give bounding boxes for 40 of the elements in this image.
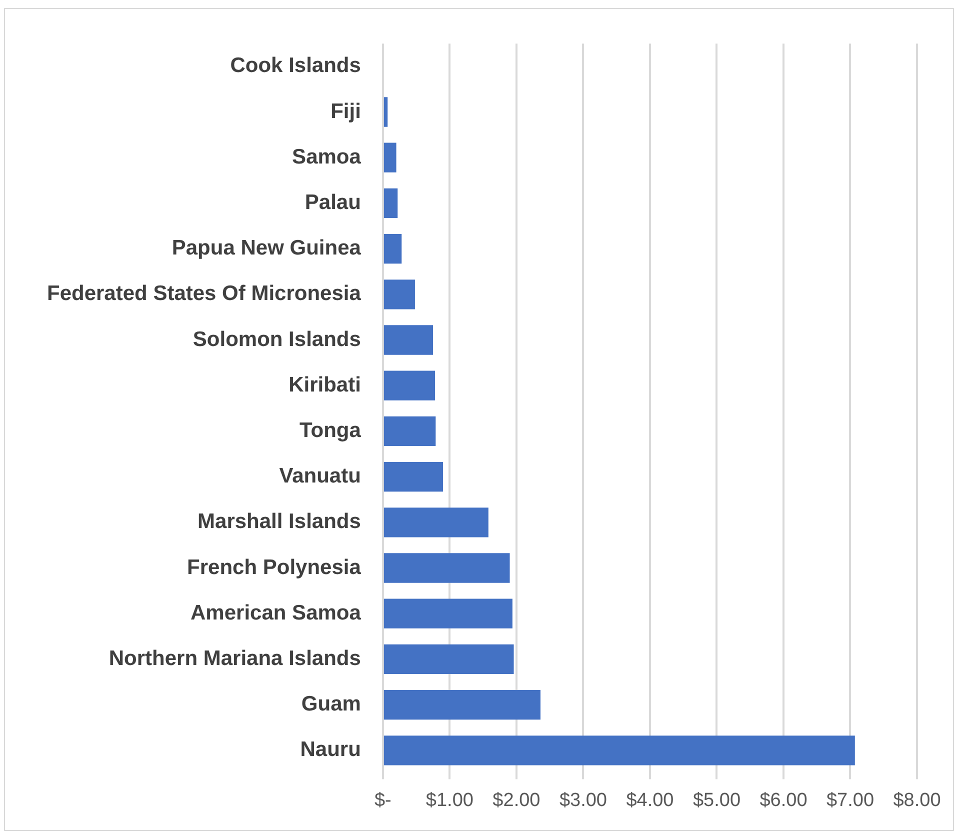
x-tick-label: $6.00 bbox=[760, 790, 808, 811]
y-tick-label: Samoa bbox=[292, 145, 362, 168]
x-tick-label: $4.00 bbox=[626, 790, 674, 811]
y-tick-label: Cook Islands bbox=[230, 54, 361, 78]
y-tick-label: Fiji bbox=[330, 100, 361, 123]
y-tick-label: Northern Mariana Islands bbox=[108, 646, 361, 670]
bar bbox=[384, 97, 388, 127]
bar bbox=[384, 370, 436, 400]
bar bbox=[384, 598, 512, 628]
bar bbox=[384, 553, 510, 583]
x-tick-label: $3.00 bbox=[559, 790, 607, 811]
bar bbox=[384, 325, 434, 355]
bar bbox=[384, 234, 402, 264]
y-tick-label: Nauru bbox=[300, 738, 361, 762]
bar bbox=[384, 736, 855, 766]
bar bbox=[384, 188, 398, 218]
bar bbox=[384, 280, 415, 310]
y-tick-label: Palau bbox=[304, 190, 361, 214]
y-tick-label: Kiribati bbox=[288, 373, 361, 396]
y-tick-label: Tonga bbox=[299, 418, 362, 442]
bar bbox=[384, 462, 444, 492]
y-tick-label: French Polynesia bbox=[187, 556, 362, 579]
x-tick-label: $2.00 bbox=[492, 790, 540, 811]
x-tick-label: $5.00 bbox=[692, 790, 740, 811]
y-tick-label: Federated States Of Micronesia bbox=[46, 282, 362, 306]
bar bbox=[384, 644, 514, 674]
y-tick-label: Marshall Islands bbox=[198, 510, 361, 534]
y-tick-label: American Samoa bbox=[190, 601, 362, 624]
bar bbox=[384, 508, 488, 538]
x-tick-label: $1.00 bbox=[426, 790, 474, 811]
y-tick-label: Vanuatu bbox=[279, 464, 361, 488]
bar bbox=[384, 416, 436, 446]
bar bbox=[384, 142, 396, 172]
y-tick-label: Solomon Islands bbox=[192, 328, 361, 351]
x-tick-label: $7.00 bbox=[826, 790, 874, 811]
y-tick-label: Guam bbox=[301, 692, 361, 716]
y-tick-label: Papua New Guinea bbox=[172, 236, 362, 260]
x-tick-label: $- bbox=[374, 790, 392, 811]
bar bbox=[384, 690, 540, 720]
x-tick-label: $8.00 bbox=[893, 790, 941, 811]
